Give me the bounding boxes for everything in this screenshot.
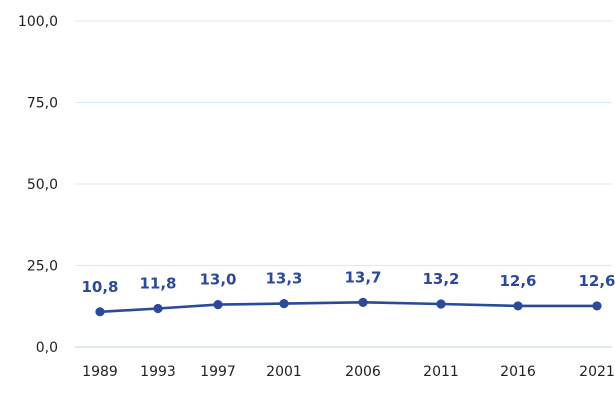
data-point-7 <box>592 301 602 311</box>
data-label-1: 11,8 <box>139 275 176 293</box>
data-label-0: 10,8 <box>81 278 118 296</box>
data-label-2: 13,0 <box>199 271 236 289</box>
x-tick-label-1: 1993 <box>140 364 176 380</box>
data-point-3 <box>279 299 289 309</box>
x-tick-label-0: 1989 <box>82 364 118 380</box>
data-point-6 <box>513 301 523 311</box>
x-tick-label-4: 2006 <box>345 364 381 380</box>
data-point-2 <box>213 300 223 310</box>
series <box>95 297 602 317</box>
y-tick-label-4: 100,0 <box>18 14 58 30</box>
data-point-4 <box>358 297 368 307</box>
data-point-1 <box>153 303 163 314</box>
x-axis-tick-labels: 1989 1993 1997 2001 2006 2011 2016 2021 <box>82 364 615 380</box>
data-label-3: 13,3 <box>265 270 302 288</box>
x-tick-label-2: 1997 <box>200 364 236 380</box>
data-label-5: 13,2 <box>422 270 459 288</box>
x-tick-label-6: 2016 <box>500 364 536 380</box>
x-tick-label-5: 2011 <box>423 364 459 380</box>
data-labels: 10,8 11,8 13,0 13,3 13,7 13,2 12,6 12,6 <box>81 268 615 295</box>
y-tick-label-1: 25,0 <box>27 259 58 275</box>
y-axis-tick-labels: 0,0 25,0 50,0 75,0 100,0 <box>18 14 58 356</box>
data-label-7: 12,6 <box>578 272 615 290</box>
data-label-4: 13,7 <box>344 268 381 286</box>
data-point-5 <box>436 299 446 309</box>
y-tick-label-0: 0,0 <box>36 340 58 356</box>
x-tick-label-7: 2021 <box>579 364 615 380</box>
x-tick-label-3: 2001 <box>266 364 302 380</box>
series-line <box>98 300 599 314</box>
grid-lines <box>75 20 612 348</box>
data-point-0 <box>95 307 105 317</box>
y-tick-label-3: 75,0 <box>27 96 58 112</box>
y-tick-label-2: 50,0 <box>27 177 58 193</box>
data-label-6: 12,6 <box>499 272 536 290</box>
